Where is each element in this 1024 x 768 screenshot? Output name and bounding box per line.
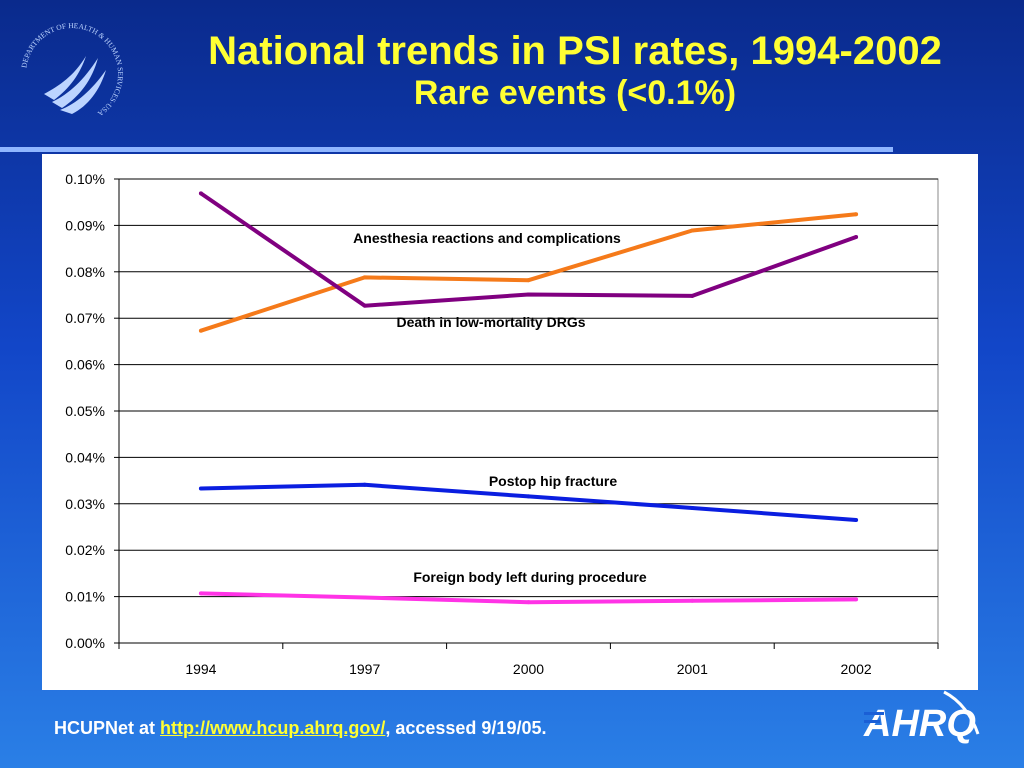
title-divider	[0, 147, 893, 152]
series-4-point	[690, 598, 695, 603]
y-tick-label: 0.04%	[65, 449, 105, 465]
hcup-link[interactable]: http://www.hcup.ahrq.gov/	[160, 718, 386, 738]
x-tick-label: 2001	[677, 661, 708, 677]
series-4-point	[362, 595, 367, 600]
series-2-point	[854, 235, 859, 239]
x-tick-label: 1997	[349, 661, 380, 677]
y-tick-label: 0.02%	[65, 542, 105, 558]
series-3-point	[690, 505, 695, 510]
footer-prefix: HCUPNet at	[54, 718, 161, 738]
series-3-point	[854, 518, 859, 523]
y-tick-label: 0.06%	[65, 357, 105, 373]
series-2-point	[526, 292, 531, 297]
x-tick-label: 2000	[513, 661, 544, 677]
series-1-point	[854, 212, 859, 217]
y-tick-label: 0.03%	[65, 496, 105, 512]
series-label-1: Anesthesia reactions and complications	[353, 230, 621, 246]
source-footer: HCUPNet at http://www.hcup.ahrq.gov/, ac…	[54, 718, 546, 739]
chart-panel: 0.00% 0.01% 0.02% 0.03% 0.04% 0.05% 0.06% 0.07%…	[42, 154, 978, 690]
series-1-point	[362, 275, 367, 280]
y-tick-label: 0.09%	[65, 217, 105, 233]
series-1-point	[690, 228, 695, 233]
series-1-point	[526, 278, 531, 283]
footer-suffix: , accessed 9/19/05.	[385, 718, 547, 738]
series-2-point	[362, 303, 367, 308]
series-3-point	[198, 486, 203, 491]
line-chart: 0.00% 0.01% 0.02% 0.03% 0.04% 0.05% 0.06% 0.07%…	[65, 171, 939, 677]
series-3-point	[362, 482, 367, 487]
slide-subtitle: Rare events (<0.1%)	[413, 74, 737, 112]
series-label-2: Death in low-mortality DRGs	[396, 314, 585, 330]
y-tick-label: 0.07%	[65, 310, 105, 326]
hhs-seal-logo: DEPARTMENT OF HEALTH & HUMAN SERVICES·US…	[19, 21, 125, 119]
ahrq-logo: AHRQ	[863, 690, 980, 745]
y-tick-label: 0.01%	[65, 589, 105, 605]
series-line-3	[200, 482, 857, 522]
slide-title: National trends in PSI rates, 1994-2002	[208, 29, 942, 73]
ahrq-logo-text: AHRQ	[863, 703, 976, 745]
series-4-point	[526, 600, 531, 605]
series-line-2	[199, 191, 857, 308]
y-tick-label: 0.05%	[65, 403, 105, 419]
series-1-point	[198, 328, 203, 333]
series-label-4: Foreign body left during procedure	[413, 569, 647, 585]
x-tick-label: 2002	[841, 661, 872, 677]
series-2-point	[198, 191, 203, 196]
y-tick-label: 0.10%	[65, 171, 105, 187]
y-tick-label: 0.00%	[65, 635, 105, 651]
series-2-point	[690, 293, 695, 298]
series-4-point	[854, 597, 859, 602]
series-4-point	[198, 591, 203, 596]
y-tick-label: 0.08%	[65, 264, 105, 280]
x-tick-label: 1994	[185, 661, 216, 677]
series-label-3: Postop hip fracture	[489, 473, 618, 489]
series-3-point	[526, 494, 531, 499]
title-block: National trends in PSI rates, 1994-2002 …	[140, 28, 1010, 112]
